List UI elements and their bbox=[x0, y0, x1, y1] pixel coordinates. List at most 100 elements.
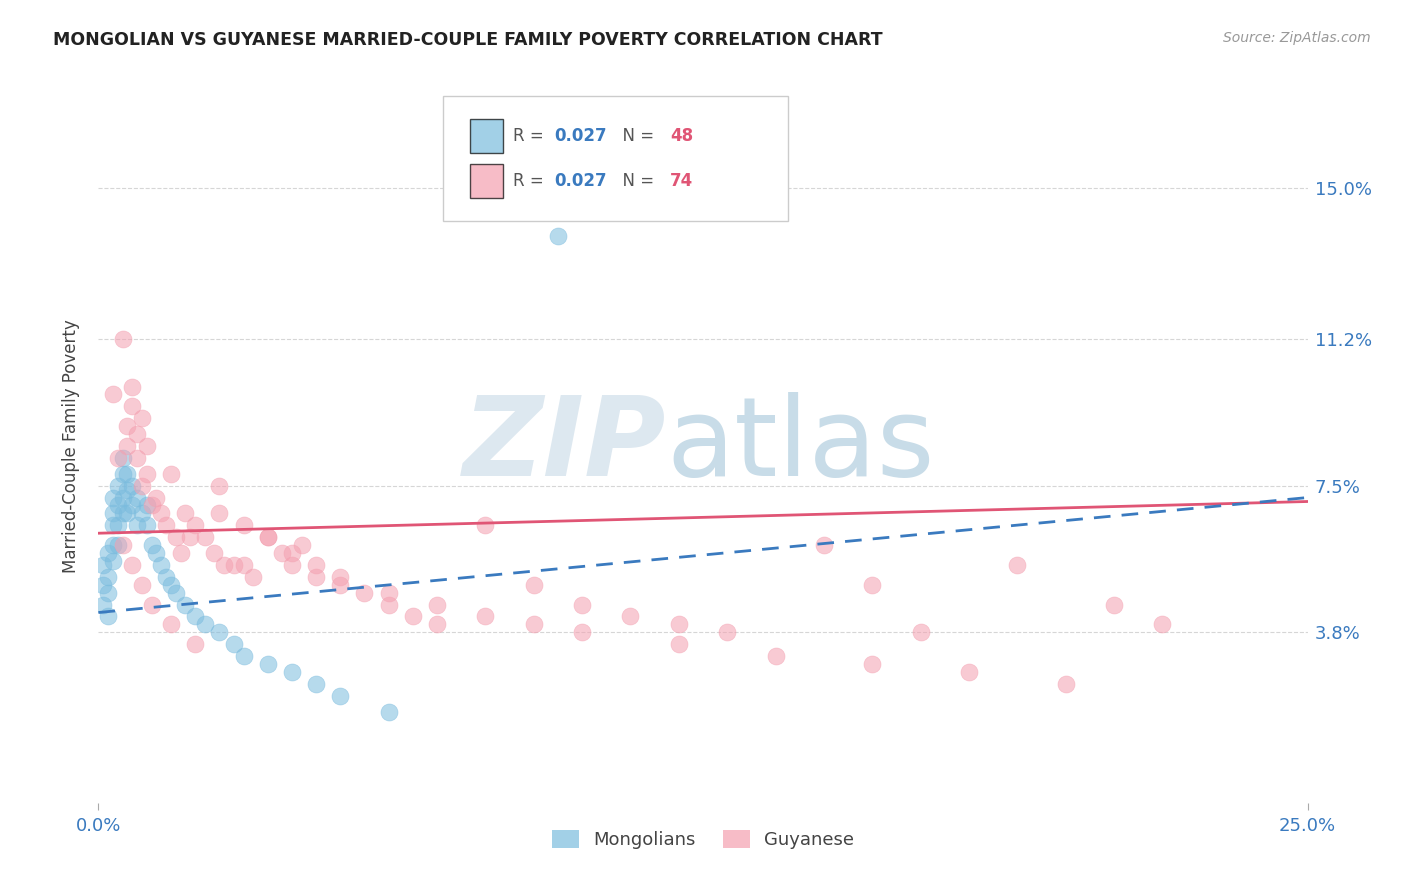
Point bbox=[329, 689, 352, 703]
Point bbox=[290, 538, 312, 552]
Point bbox=[121, 478, 143, 492]
Point bbox=[117, 483, 139, 497]
Point bbox=[111, 467, 134, 481]
Point bbox=[957, 665, 980, 679]
Point bbox=[668, 617, 690, 632]
Point bbox=[305, 570, 328, 584]
Point bbox=[131, 507, 153, 521]
Point bbox=[179, 530, 201, 544]
FancyBboxPatch shape bbox=[443, 96, 787, 221]
Point bbox=[111, 450, 134, 465]
Point bbox=[117, 419, 139, 434]
Text: atlas: atlas bbox=[666, 392, 935, 500]
Point bbox=[111, 491, 134, 505]
Point bbox=[121, 558, 143, 572]
Point bbox=[208, 625, 231, 640]
Point bbox=[204, 546, 226, 560]
Point bbox=[668, 637, 690, 651]
Point bbox=[141, 598, 163, 612]
Point bbox=[107, 538, 129, 552]
Legend: Mongolians, Guyanese: Mongolians, Guyanese bbox=[543, 821, 863, 858]
Point bbox=[222, 637, 245, 651]
Point bbox=[242, 570, 264, 584]
Point bbox=[184, 518, 207, 533]
Point bbox=[107, 450, 129, 465]
Point bbox=[208, 478, 231, 492]
FancyBboxPatch shape bbox=[470, 120, 503, 153]
Point bbox=[305, 558, 328, 572]
Point bbox=[101, 387, 124, 401]
Point bbox=[97, 570, 120, 584]
Point bbox=[329, 570, 352, 584]
Point bbox=[97, 585, 120, 599]
Point bbox=[150, 558, 173, 572]
Point bbox=[860, 578, 883, 592]
Point bbox=[281, 665, 304, 679]
Point bbox=[523, 578, 546, 592]
Point bbox=[426, 598, 449, 612]
Point bbox=[117, 467, 139, 481]
Point bbox=[256, 530, 278, 544]
Point bbox=[271, 546, 294, 560]
Point bbox=[91, 598, 114, 612]
Point bbox=[353, 585, 375, 599]
Point bbox=[813, 538, 835, 552]
Point bbox=[184, 609, 207, 624]
Point bbox=[860, 657, 883, 671]
Point bbox=[571, 625, 593, 640]
Point bbox=[160, 467, 183, 481]
Text: 0.027: 0.027 bbox=[554, 172, 607, 190]
Point bbox=[160, 617, 183, 632]
Point bbox=[1152, 617, 1174, 632]
Point bbox=[135, 439, 157, 453]
Point bbox=[1102, 598, 1125, 612]
Point bbox=[117, 439, 139, 453]
Point bbox=[121, 400, 143, 414]
Point bbox=[194, 530, 217, 544]
Point bbox=[91, 578, 114, 592]
Point bbox=[107, 499, 129, 513]
Point bbox=[141, 499, 163, 513]
Text: N =: N = bbox=[613, 127, 659, 145]
Point bbox=[101, 538, 124, 552]
Point bbox=[547, 228, 569, 243]
Point bbox=[474, 518, 496, 533]
Point bbox=[232, 558, 254, 572]
Point bbox=[145, 491, 167, 505]
Point bbox=[127, 491, 149, 505]
Point bbox=[765, 649, 787, 664]
Text: 74: 74 bbox=[671, 172, 693, 190]
Text: 0.027: 0.027 bbox=[554, 127, 607, 145]
Point bbox=[117, 507, 139, 521]
Point bbox=[232, 649, 254, 664]
Point bbox=[716, 625, 738, 640]
Point bbox=[127, 518, 149, 533]
Text: R =: R = bbox=[513, 172, 550, 190]
Text: N =: N = bbox=[613, 172, 659, 190]
Point bbox=[377, 598, 399, 612]
Point bbox=[212, 558, 235, 572]
Point bbox=[256, 530, 278, 544]
Point bbox=[426, 617, 449, 632]
Point bbox=[135, 467, 157, 481]
Text: 48: 48 bbox=[671, 127, 693, 145]
Point bbox=[474, 609, 496, 624]
Point bbox=[127, 450, 149, 465]
Point bbox=[174, 598, 197, 612]
Text: R =: R = bbox=[513, 127, 550, 145]
Point bbox=[111, 332, 134, 346]
Point bbox=[97, 609, 120, 624]
Point bbox=[145, 546, 167, 560]
Point bbox=[165, 585, 187, 599]
Point bbox=[523, 617, 546, 632]
Point bbox=[256, 657, 278, 671]
Point bbox=[101, 518, 124, 533]
Point bbox=[155, 570, 177, 584]
Point bbox=[101, 554, 124, 568]
Point bbox=[131, 411, 153, 425]
Point bbox=[97, 546, 120, 560]
Text: MONGOLIAN VS GUYANESE MARRIED-COUPLE FAMILY POVERTY CORRELATION CHART: MONGOLIAN VS GUYANESE MARRIED-COUPLE FAM… bbox=[53, 31, 883, 49]
Point bbox=[1054, 677, 1077, 691]
Point bbox=[135, 518, 157, 533]
Point bbox=[1007, 558, 1029, 572]
